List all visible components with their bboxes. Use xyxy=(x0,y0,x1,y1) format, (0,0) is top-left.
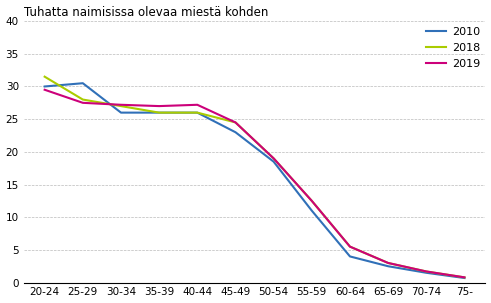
2019 xyxy=(80,101,86,105)
2010 xyxy=(233,130,239,134)
2019 xyxy=(385,261,391,265)
2018 xyxy=(80,98,86,102)
2019 xyxy=(462,275,467,279)
2018 xyxy=(42,75,48,78)
Text: Tuhatta naimisissa olevaa miestä kohden: Tuhatta naimisissa olevaa miestä kohden xyxy=(24,5,268,18)
2010 xyxy=(80,82,86,85)
2010 xyxy=(42,85,48,88)
Line: 2019: 2019 xyxy=(45,90,464,277)
2019 xyxy=(42,88,48,92)
2018 xyxy=(271,157,276,160)
2018 xyxy=(233,121,239,124)
Legend: 2010, 2018, 2019: 2010, 2018, 2019 xyxy=(426,27,480,69)
2010 xyxy=(309,209,315,212)
2010 xyxy=(423,271,429,275)
2019 xyxy=(271,157,276,160)
2019 xyxy=(194,103,200,107)
2018 xyxy=(156,111,162,115)
2010 xyxy=(156,111,162,115)
2019 xyxy=(118,103,124,107)
2018 xyxy=(385,261,391,265)
2010 xyxy=(194,111,200,115)
2018 xyxy=(347,245,353,248)
2018 xyxy=(462,275,467,279)
2010 xyxy=(347,255,353,258)
Line: 2018: 2018 xyxy=(45,77,464,277)
2010 xyxy=(462,276,467,280)
2010 xyxy=(118,111,124,115)
2019 xyxy=(423,270,429,273)
2019 xyxy=(156,104,162,108)
Line: 2010: 2010 xyxy=(45,83,464,278)
2018 xyxy=(118,104,124,108)
2019 xyxy=(309,199,315,203)
2019 xyxy=(347,245,353,248)
2010 xyxy=(271,160,276,164)
2019 xyxy=(233,121,239,124)
2018 xyxy=(194,111,200,115)
2010 xyxy=(385,265,391,268)
2018 xyxy=(423,270,429,273)
2018 xyxy=(309,199,315,203)
